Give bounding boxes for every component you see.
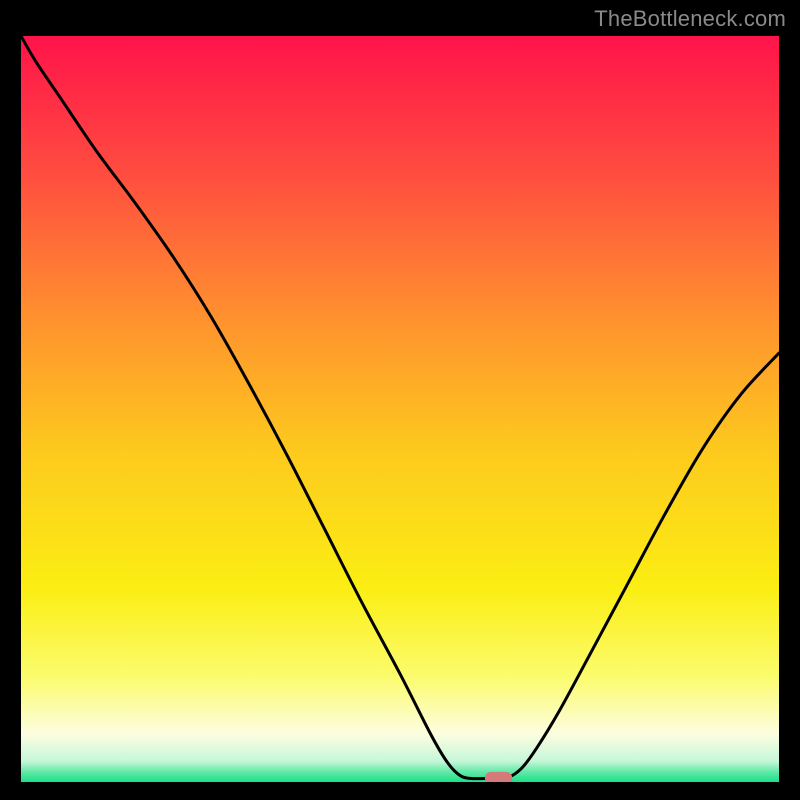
plot-area	[21, 36, 779, 782]
optimal-marker	[485, 772, 512, 782]
plot-svg	[21, 36, 779, 782]
bottleneck-chart: TheBottleneck.com	[0, 0, 800, 800]
watermark-text: TheBottleneck.com	[594, 6, 786, 32]
gradient-background	[21, 36, 779, 782]
